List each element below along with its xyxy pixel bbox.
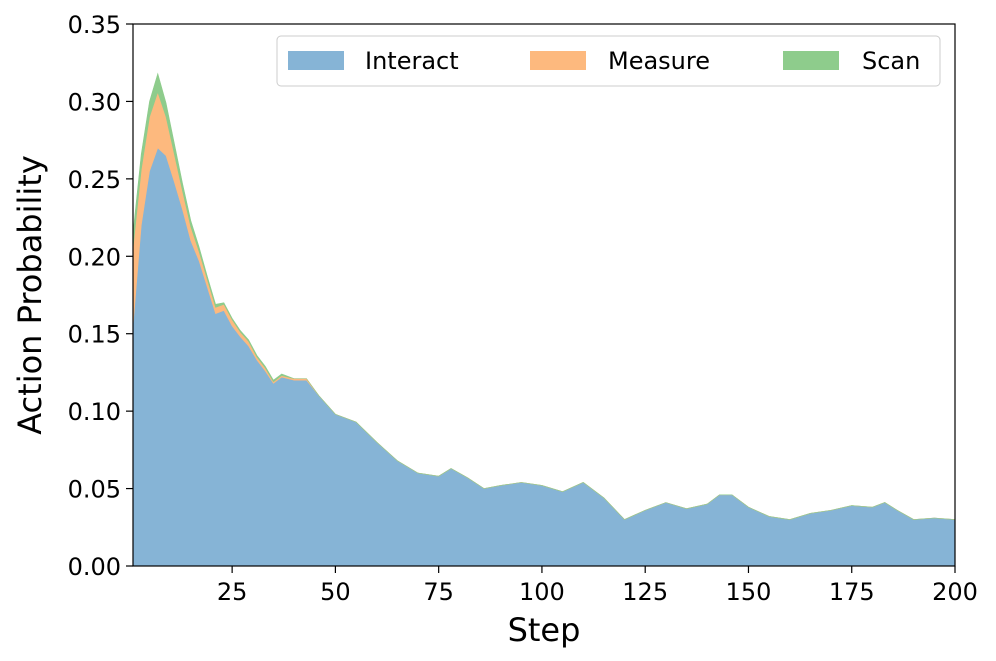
x-tick-label: 75 bbox=[423, 578, 454, 606]
y-axis-label: Action Probability bbox=[11, 155, 49, 435]
x-tick-label: 50 bbox=[320, 578, 351, 606]
axes: 25 50 75 100 125 150 175 200 0.00 0.05 0.10 0.15 0.2… bbox=[68, 11, 978, 606]
y-tick-label: 0.20 bbox=[68, 243, 121, 271]
stacked-areas bbox=[132, 72, 956, 567]
legend-label-interact: Interact bbox=[365, 47, 459, 75]
y-tick-label: 0.35 bbox=[68, 11, 121, 39]
legend-swatch-measure bbox=[530, 51, 586, 70]
y-tick-label: 0.10 bbox=[68, 398, 121, 426]
x-axis-label: Step bbox=[508, 611, 581, 649]
legend-swatch-scan bbox=[783, 51, 839, 70]
y-tick-label: 0.30 bbox=[68, 88, 121, 116]
x-tick-label: 175 bbox=[829, 578, 875, 606]
legend-label-scan: Scan bbox=[862, 47, 920, 75]
x-tick-label: 25 bbox=[217, 578, 248, 606]
legend-box bbox=[276, 35, 941, 87]
y-tick-label: 0.05 bbox=[68, 476, 121, 504]
legend-label-measure: Measure bbox=[608, 47, 710, 75]
y-tick-label: 0.15 bbox=[68, 321, 121, 349]
legend: Interact Measure Scan bbox=[276, 35, 941, 87]
area-scan bbox=[132, 72, 956, 520]
y-tick-label: 0.25 bbox=[68, 166, 121, 194]
x-tick-label: 200 bbox=[932, 578, 978, 606]
x-tick-label: 100 bbox=[519, 578, 565, 606]
plot-frame bbox=[132, 23, 956, 567]
x-tick-label: 125 bbox=[622, 578, 668, 606]
legend-swatch-interact bbox=[288, 51, 344, 70]
y-tick-label: 0.00 bbox=[68, 553, 121, 581]
x-tick-label: 150 bbox=[726, 578, 772, 606]
